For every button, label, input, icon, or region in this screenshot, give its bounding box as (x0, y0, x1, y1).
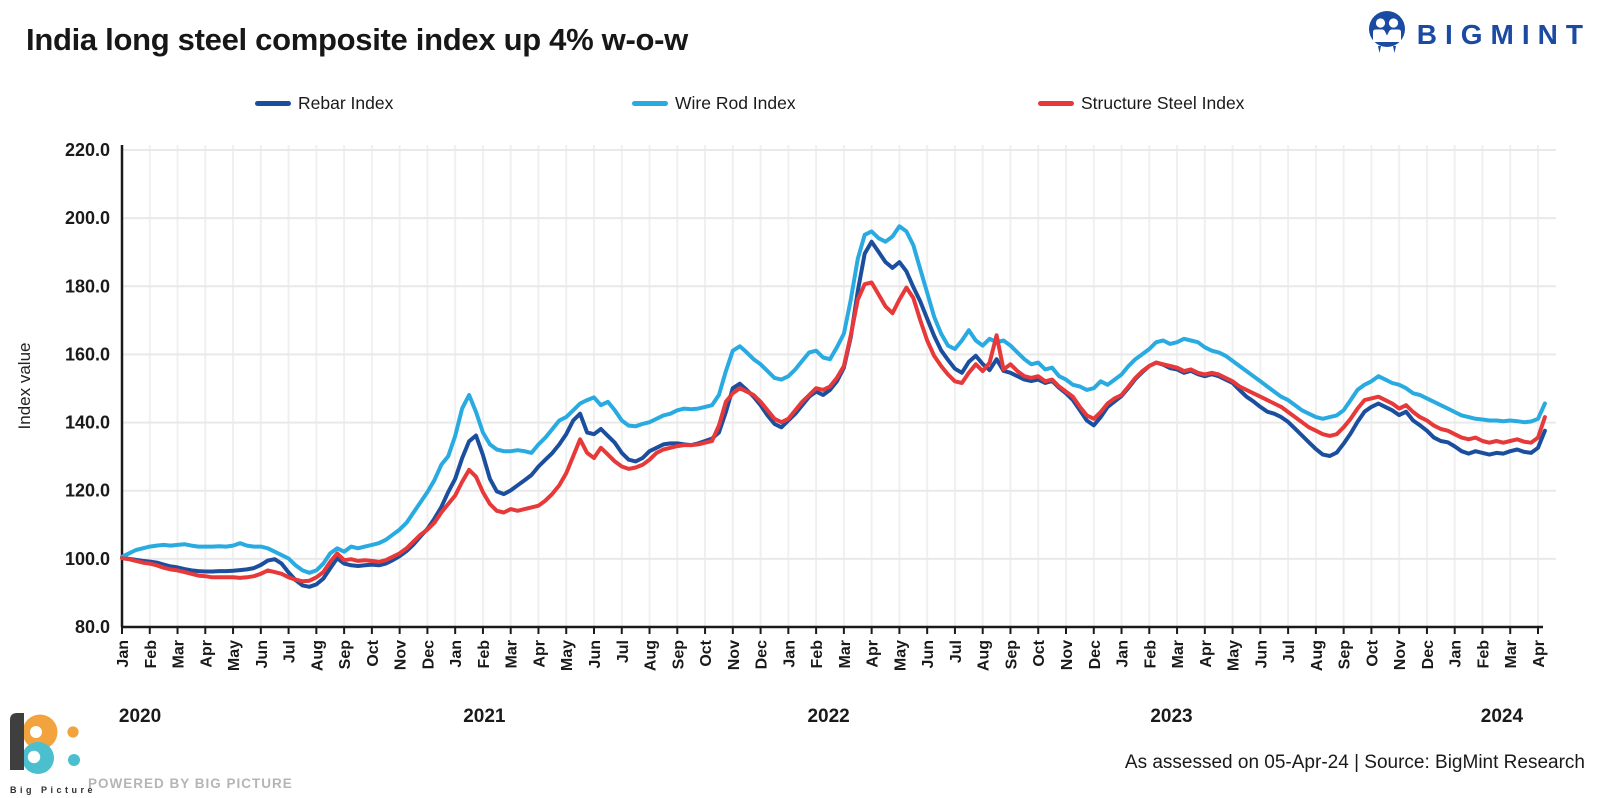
x-tick-label: Sep (1337, 640, 1354, 670)
year-label: 2024 (1481, 706, 1524, 727)
x-tick-label: Apr (198, 640, 215, 668)
year-label: 2021 (463, 706, 506, 727)
x-tick-label: Apr (531, 640, 548, 668)
series-line-wire-rod-index (120, 224, 1547, 575)
x-tick-label: Jul (282, 640, 299, 663)
series-line-structure-steel-index (120, 280, 1547, 584)
x-tick-label: Jun (920, 640, 937, 668)
x-tick-label: Mar (837, 640, 854, 668)
x-tick-label: Nov (1059, 640, 1076, 670)
x-tick-label: Feb (476, 640, 493, 669)
series-line-rebar-index (120, 239, 1547, 589)
x-tick-label: Feb (1475, 640, 1492, 669)
x-tick-label: Jul (615, 640, 632, 663)
y-tick-label: 100.0 (65, 549, 110, 569)
legend-swatch (632, 101, 668, 106)
big-picture-logo-text: Big Picture (10, 785, 97, 795)
x-tick-label: Oct (1364, 639, 1381, 666)
x-tick-label: Apr (865, 640, 882, 668)
x-tick-label: Aug (976, 640, 993, 671)
legend-label: Rebar Index (298, 93, 394, 113)
x-tick-label: Jan (115, 640, 132, 668)
x-tick-label: Oct (365, 639, 382, 666)
bigmint-logo-icon (1365, 8, 1409, 61)
x-tick-label: Sep (670, 640, 687, 670)
x-tick-label: Sep (1003, 640, 1020, 670)
legend-label: Wire Rod Index (675, 93, 796, 113)
big-picture-logo (8, 712, 98, 782)
legend-item-rebar-index: Rebar Index (255, 93, 393, 114)
y-tick-label: 120.0 (65, 481, 110, 501)
x-tick-label: May (226, 640, 243, 671)
x-tick-label: Jan (781, 640, 798, 668)
x-tick-label: Dec (420, 640, 437, 669)
x-tick-label: Jun (1253, 640, 1270, 668)
x-tick-label: Dec (1420, 640, 1437, 669)
x-tick-label: Jan (1448, 640, 1465, 668)
year-label: 2020 (119, 706, 161, 727)
y-tick-label: 200.0 (65, 208, 110, 228)
y-tick-label: 80.0 (75, 617, 110, 637)
x-tick-label: Jul (948, 640, 965, 663)
x-tick-label: Feb (809, 640, 826, 669)
x-tick-label: May (892, 640, 909, 671)
year-label: 2022 (807, 706, 849, 727)
x-tick-label: Feb (1142, 640, 1159, 669)
x-tick-label: Aug (643, 640, 660, 671)
x-tick-label: Dec (1087, 640, 1104, 669)
x-tick-label: Nov (1392, 640, 1409, 670)
x-tick-label: Sep (337, 640, 354, 670)
x-tick-label: Dec (754, 640, 771, 669)
y-tick-label: 140.0 (65, 413, 110, 433)
x-tick-label: Oct (1031, 639, 1048, 666)
x-tick-label: Apr (1198, 640, 1215, 668)
x-tick-label: Aug (1309, 640, 1326, 671)
x-tick-label: Mar (1503, 640, 1520, 668)
bigmint-logo-text: BIGMINT (1416, 18, 1591, 50)
x-tick-label: Mar (171, 640, 188, 668)
y-tick-label: 160.0 (65, 344, 110, 364)
page-title: India long steel composite index up 4% w… (26, 22, 688, 57)
legend-label: Structure Steel Index (1081, 93, 1245, 113)
x-tick-label: Mar (1170, 640, 1187, 668)
x-tick-label: Jan (448, 640, 465, 668)
powered-by-text: POWERED BY BIG PICTURE (88, 776, 293, 791)
x-tick-label: Mar (504, 640, 521, 668)
x-tick-label: Nov (726, 640, 743, 670)
x-tick-label: Jul (1281, 640, 1298, 663)
x-tick-label: Aug (309, 640, 326, 671)
x-tick-label: Jun (587, 640, 604, 668)
legend-swatch (255, 101, 291, 106)
x-tick-label: Feb (143, 640, 160, 669)
y-tick-label: 180.0 (65, 276, 110, 296)
y-tick-label: 220.0 (65, 140, 110, 160)
x-tick-label: Nov (393, 640, 410, 670)
x-tick-label: Apr (1531, 640, 1548, 668)
x-tick-label: May (1226, 640, 1243, 671)
x-tick-label: Jan (1115, 640, 1132, 668)
x-tick-label: May (559, 640, 576, 671)
x-tick-label: Oct (698, 639, 715, 666)
legend-swatch (1038, 101, 1074, 106)
legend-item-structure-steel-index: Structure Steel Index (1038, 93, 1244, 114)
bigmint-logo: BIGMINT (1365, 8, 1591, 61)
source-note: As assessed on 05-Apr-24 | Source: BigMi… (1124, 752, 1585, 773)
year-label: 2023 (1150, 706, 1192, 727)
legend-item-wire-rod-index: Wire Rod Index (632, 93, 796, 114)
x-tick-label: Jun (254, 640, 271, 668)
y-axis-title: Index value (15, 343, 34, 430)
